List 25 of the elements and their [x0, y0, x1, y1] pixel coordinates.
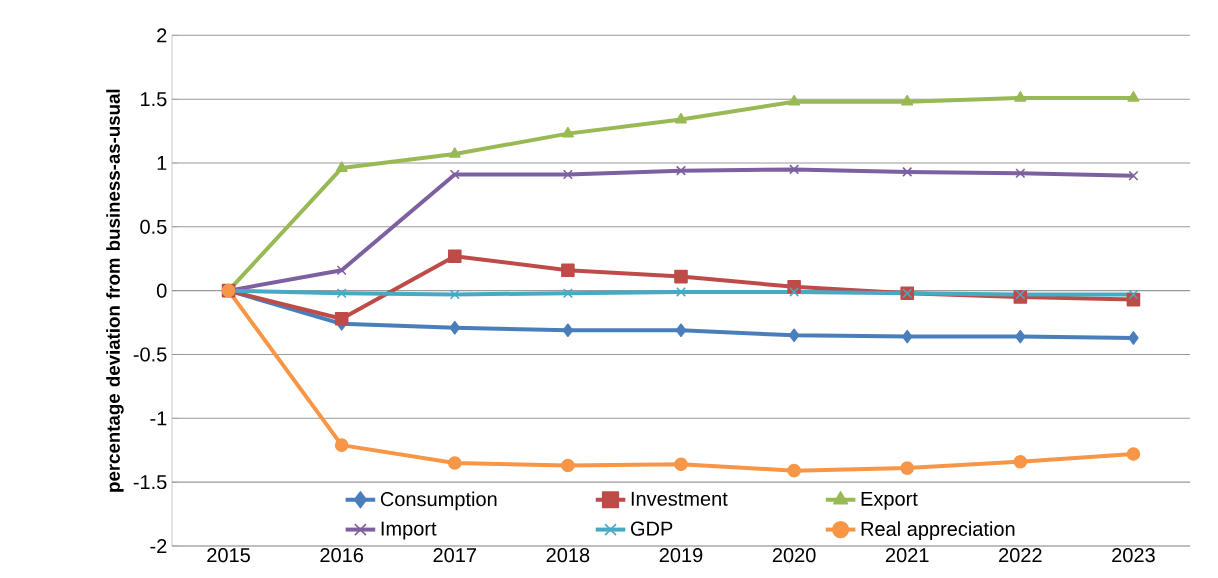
x-tick-label: 2019	[659, 548, 703, 563]
legend-label: Consumption	[380, 491, 497, 511]
x-tick-label: 2023	[1112, 548, 1155, 563]
x-tick-label: 2015	[207, 548, 250, 563]
legend-label: Investment	[631, 491, 728, 506]
y-tick-label: 1	[157, 156, 167, 170]
x-tick-label: 2020	[772, 548, 816, 563]
legend-label: Import	[381, 521, 437, 540]
y-tick-label: -1	[150, 411, 167, 426]
y-tick-label: -2	[150, 539, 167, 553]
y-tick-label: -1.5	[133, 475, 167, 490]
x-tick-label: 2021	[885, 548, 929, 563]
legend-label: GDP	[630, 521, 673, 536]
legend-label: Real appreciation	[861, 521, 1015, 540]
legend-label: Export	[861, 491, 918, 510]
y-tick-label: 0	[156, 283, 167, 298]
x-tick-label: 2018	[546, 548, 590, 563]
y-tick-label: 1.5	[141, 92, 167, 107]
x-tick-label: 2017	[433, 548, 477, 563]
y-axis-title: percentage deviation from business-as-usual	[106, 89, 124, 492]
x-tick-label: 2016	[320, 548, 364, 563]
y-tick-label: -0.5	[133, 347, 167, 362]
y-tick-label: 0.5	[140, 219, 167, 234]
x-tick-label: 2022	[999, 548, 1042, 563]
y-tick-label: 2	[157, 28, 167, 43]
